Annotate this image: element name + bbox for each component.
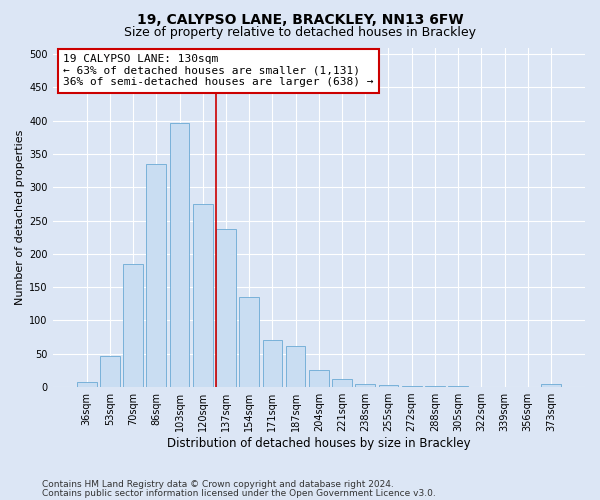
Bar [146,164,166,387]
Bar [239,297,259,387]
Bar [286,346,305,387]
Bar [541,384,561,387]
Text: Size of property relative to detached houses in Brackley: Size of property relative to detached ho… [124,26,476,39]
Bar [77,382,97,387]
Bar [193,204,212,387]
Bar [263,340,282,387]
X-axis label: Distribution of detached houses by size in Brackley: Distribution of detached houses by size … [167,437,470,450]
Bar [100,356,120,387]
Bar [448,386,468,387]
Bar [216,230,236,387]
Bar [379,385,398,387]
Text: 19 CALYPSO LANE: 130sqm
← 63% of detached houses are smaller (1,131)
36% of semi: 19 CALYPSO LANE: 130sqm ← 63% of detache… [63,54,374,88]
Text: Contains public sector information licensed under the Open Government Licence v3: Contains public sector information licen… [42,489,436,498]
Bar [402,386,422,387]
Bar [332,379,352,387]
Text: Contains HM Land Registry data © Crown copyright and database right 2024.: Contains HM Land Registry data © Crown c… [42,480,394,489]
Bar [355,384,375,387]
Y-axis label: Number of detached properties: Number of detached properties [15,130,25,305]
Text: 19, CALYPSO LANE, BRACKLEY, NN13 6FW: 19, CALYPSO LANE, BRACKLEY, NN13 6FW [137,12,463,26]
Bar [425,386,445,387]
Bar [170,122,190,387]
Bar [309,370,329,387]
Bar [123,264,143,387]
